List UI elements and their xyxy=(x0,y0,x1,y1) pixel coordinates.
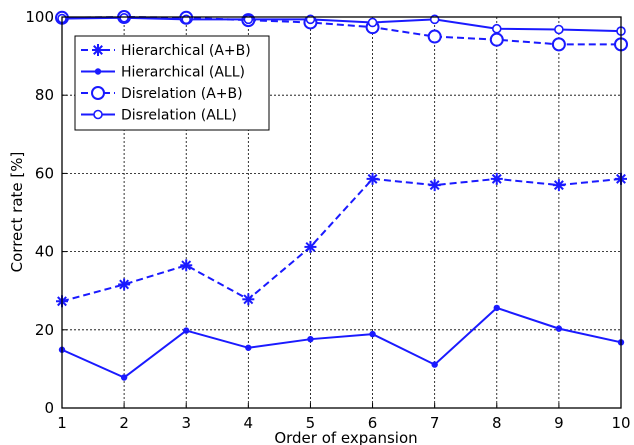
y-tick-label: 0 xyxy=(44,399,54,417)
data-point xyxy=(120,374,128,381)
y-tick-label: 40 xyxy=(35,243,54,261)
data-point xyxy=(366,172,379,185)
x-tick-label: 2 xyxy=(119,414,129,432)
data-point xyxy=(491,23,502,34)
data-point xyxy=(493,304,500,312)
data-point xyxy=(92,44,104,56)
x-tick-label: 1 xyxy=(57,414,67,432)
x-tick-label: 10 xyxy=(611,414,630,432)
legend-label: Disrelation (ALL) xyxy=(121,108,237,124)
series-line xyxy=(61,306,622,379)
data-point xyxy=(245,344,252,351)
data-point xyxy=(91,86,105,100)
data-point xyxy=(431,361,438,368)
x-tick-labels: 1 2 3 4 5 6 7 8 9 10 xyxy=(57,414,630,432)
data-point xyxy=(427,29,442,44)
series-line xyxy=(61,177,622,303)
data-point xyxy=(183,327,190,334)
y-axis-label: Correct rate [%] xyxy=(8,152,26,273)
data-point xyxy=(118,278,131,291)
x-tick-label: 5 xyxy=(306,414,316,432)
legend-item: Disrelation (ALL) xyxy=(81,108,237,124)
y-tick-label: 100 xyxy=(25,8,54,26)
data-point xyxy=(552,179,565,192)
tick-marks xyxy=(61,16,622,409)
data-point xyxy=(489,32,504,47)
series-2 xyxy=(58,304,625,381)
data-point xyxy=(307,335,314,343)
data-point xyxy=(180,259,193,272)
legend-item: Hierarchical (ALL) xyxy=(81,65,245,81)
x-tick-label: 3 xyxy=(181,414,191,432)
x-axis-label: Order of expansion xyxy=(274,429,417,445)
series-line xyxy=(61,16,622,33)
y-tick-label: 20 xyxy=(35,321,54,339)
legend-item: Disrelation (A+B) xyxy=(81,86,243,102)
data-point xyxy=(304,240,317,253)
data-point xyxy=(94,68,102,75)
x-tick-label: 9 xyxy=(554,414,564,432)
data-point xyxy=(490,172,503,185)
x-tick-label: 8 xyxy=(492,414,502,432)
legend-label: Hierarchical (A+B) xyxy=(121,43,251,59)
data-point xyxy=(555,325,563,332)
y-tick-label: 60 xyxy=(35,164,54,182)
y-tick-labels: 0 20 40 60 80 100 xyxy=(25,8,54,417)
legend-item: Hierarchical (A+B) xyxy=(81,43,251,59)
data-point xyxy=(93,109,103,120)
data-point xyxy=(242,293,255,306)
data-point xyxy=(369,330,376,338)
data-point xyxy=(119,12,129,23)
x-tick-label: 4 xyxy=(244,414,254,432)
y-tick-label: 80 xyxy=(35,86,54,104)
data-point xyxy=(367,17,378,28)
x-tick-label: 6 xyxy=(368,414,378,432)
legend-label: Hierarchical (ALL) xyxy=(121,65,245,81)
plot-frame xyxy=(61,16,622,409)
data-point xyxy=(428,179,441,192)
data-point xyxy=(551,37,566,52)
x-tick-label: 7 xyxy=(430,414,440,432)
data-point xyxy=(554,24,564,35)
legend-label: Disrelation (A+B) xyxy=(121,86,243,102)
legend: Hierarchical (A+B) Hierarchical (ALL) Disr… xyxy=(74,35,270,131)
